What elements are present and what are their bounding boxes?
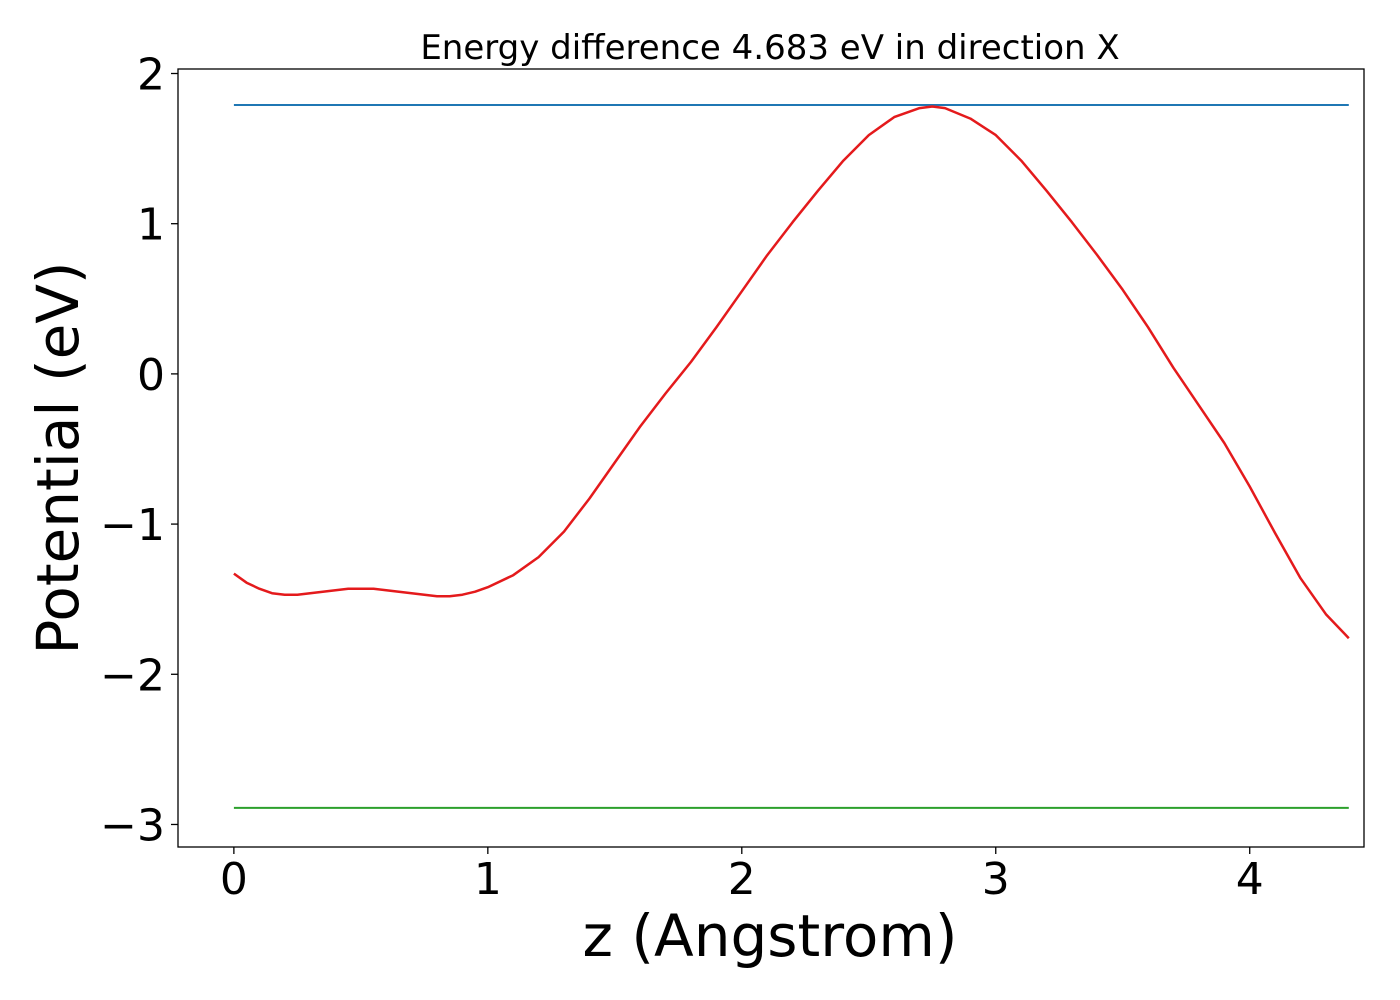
x-axis: 0 1 2 3 4 bbox=[220, 847, 1264, 905]
x-tick-label: 3 bbox=[982, 854, 1010, 905]
y-axis: −3 −2 −1 0 1 2 bbox=[100, 50, 178, 851]
y-tick-label: −2 bbox=[100, 650, 165, 701]
chart-title: Energy difference 4.683 eV in direction … bbox=[420, 28, 1119, 68]
y-tick-label: 1 bbox=[137, 200, 165, 251]
y-tick-label: −1 bbox=[100, 500, 165, 551]
series-layer bbox=[233, 104, 1350, 809]
y-tick-label: 2 bbox=[137, 50, 165, 101]
x-axis-title: z (Angstrom) bbox=[583, 902, 958, 970]
series-line-3 bbox=[233, 105, 1350, 640]
x-tick-label: 0 bbox=[220, 854, 248, 905]
x-tick-label: 4 bbox=[1236, 854, 1264, 905]
y-axis-title: Potential (eV) bbox=[24, 261, 92, 654]
plot-frame bbox=[177, 68, 1365, 848]
y-tick-label: −3 bbox=[100, 800, 165, 851]
y-tick-label: 0 bbox=[137, 350, 165, 401]
x-tick-label: 1 bbox=[474, 854, 502, 905]
x-tick-label: 2 bbox=[728, 854, 756, 905]
